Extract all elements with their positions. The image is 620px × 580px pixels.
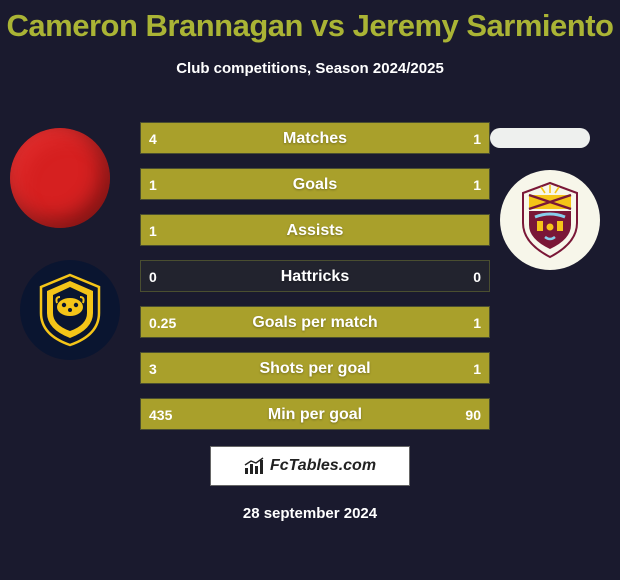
stat-value-left: 1: [149, 169, 157, 201]
stat-label: Hattricks: [141, 261, 489, 293]
stat-value-right: 0: [473, 261, 481, 293]
player-left-avatar: [10, 128, 110, 228]
player-right-club-badge: [500, 170, 600, 270]
stat-row: Min per goal435 90: [140, 398, 490, 430]
stat-value-right: 1: [473, 169, 481, 201]
player-left-club-badge: [20, 260, 120, 360]
stat-label: Assists: [141, 215, 489, 247]
comparison-subtitle: Club competitions, Season 2024/2025: [0, 60, 620, 77]
stat-value-left: 3: [149, 353, 157, 385]
stat-row: Shots per goal3 1: [140, 352, 490, 384]
stat-value-left: 0.25: [149, 307, 176, 339]
stats-rows: Matches41Goals11Assists1Hattricks00Goals…: [140, 122, 490, 444]
stat-value-right: 90: [465, 399, 481, 431]
stat-row: Goals per match0.25 1: [140, 306, 490, 338]
chart-icon: [244, 457, 266, 475]
branding-box: FcTables.com: [210, 446, 410, 486]
stat-value-right: 1: [473, 123, 481, 155]
comparison-title: Cameron Brannagan vs Jeremy Sarmiento: [0, 0, 620, 44]
stat-row: Assists1: [140, 214, 490, 246]
stat-row: Hattricks0 0: [140, 260, 490, 292]
stat-value-left: 0: [149, 261, 157, 293]
oxford-united-icon: [33, 273, 107, 347]
stat-row: Matches4 1: [140, 122, 490, 154]
stat-value-right: 1: [473, 353, 481, 385]
burnley-icon: [515, 181, 585, 259]
branding-text: FcTables.com: [270, 457, 376, 475]
stat-label: Goals: [141, 169, 489, 201]
stat-value-left: 1: [149, 215, 157, 247]
stat-value-left: 4: [149, 123, 157, 155]
stat-row: Goals1 1: [140, 168, 490, 200]
stat-value-left: 435: [149, 399, 172, 431]
comparison-date: 28 september 2024: [0, 505, 620, 522]
stat-label: Min per goal: [141, 399, 489, 431]
stat-label: Matches: [141, 123, 489, 155]
stat-value-right: 1: [473, 307, 481, 339]
stat-label: Shots per goal: [141, 353, 489, 385]
stat-label: Goals per match: [141, 307, 489, 339]
player-right-avatar: [490, 128, 590, 148]
